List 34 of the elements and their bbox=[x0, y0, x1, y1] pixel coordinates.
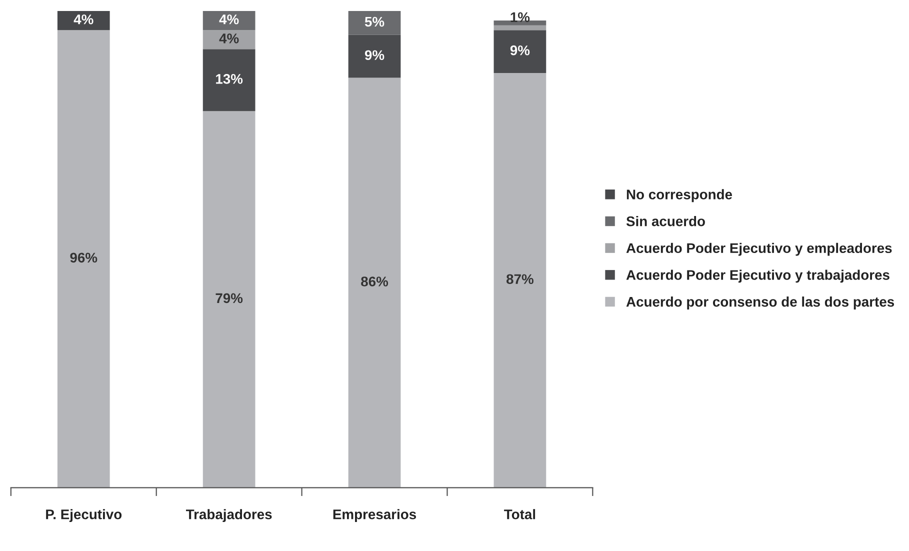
data-label: 4% bbox=[74, 14, 94, 24]
data-label: 5% bbox=[364, 16, 384, 27]
bar bbox=[494, 25, 546, 30]
data-label: 4% bbox=[219, 14, 239, 24]
data-label: 9% bbox=[364, 50, 384, 60]
bar bbox=[202, 111, 256, 488]
x-tick-label: Trabajadores bbox=[186, 509, 272, 522]
x-tick-label: Empresarios bbox=[333, 509, 416, 522]
data-label: 87% bbox=[506, 274, 534, 284]
bar bbox=[348, 11, 401, 35]
bar bbox=[494, 20, 546, 26]
bar bbox=[202, 11, 256, 30]
data-label: 9% bbox=[510, 45, 530, 56]
legend-label: Acuerdo Poder Ejecutivo y trabajadores bbox=[626, 270, 890, 283]
bar bbox=[57, 30, 110, 488]
legend-label: Sin acuerdo bbox=[626, 216, 705, 226]
x-tick-label: Total bbox=[504, 509, 536, 520]
bar bbox=[494, 72, 546, 488]
data-label: 4% bbox=[219, 34, 239, 44]
x-tick-label: P. Ejecutivo bbox=[46, 509, 122, 522]
bar bbox=[202, 49, 256, 112]
data-label: 79% bbox=[216, 293, 243, 304]
bar bbox=[494, 30, 546, 73]
legend-label: Acuerdo Poder Ejecutivo y empleadores bbox=[626, 242, 892, 256]
bar bbox=[202, 30, 256, 50]
bar bbox=[57, 11, 110, 30]
data-label: 1% bbox=[510, 12, 530, 22]
data-label: 13% bbox=[216, 74, 243, 84]
data-label: 96% bbox=[70, 252, 98, 263]
data-label: 86% bbox=[361, 276, 388, 286]
legend-label: Acuerdo por consenso de las dos partes bbox=[626, 296, 894, 310]
bar bbox=[348, 34, 401, 78]
bar bbox=[348, 78, 401, 488]
legend-label: No corresponde bbox=[626, 189, 732, 202]
